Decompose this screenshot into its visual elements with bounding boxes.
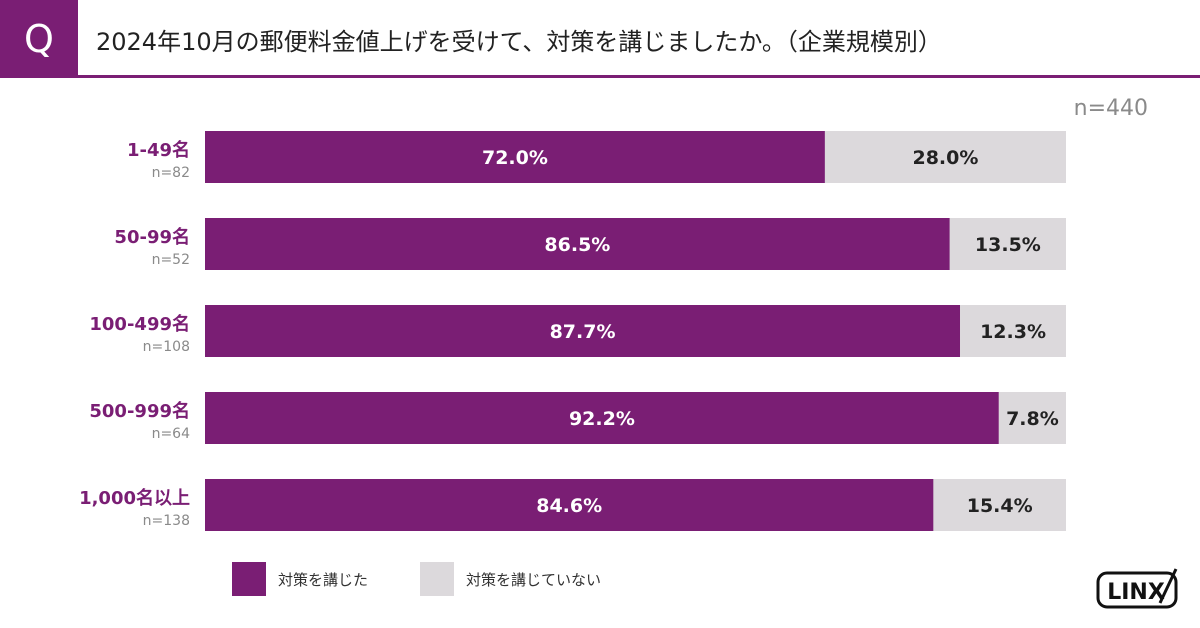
bar-no-measures bbox=[933, 479, 1066, 531]
data-label-took-measures: 92.2% bbox=[569, 408, 635, 430]
data-label-no-measures: 15.4% bbox=[967, 495, 1033, 517]
category-label: 100-499名 bbox=[89, 313, 190, 335]
bar-no-measures bbox=[998, 392, 1066, 444]
legend-label-took-measures: 対策を講じた bbox=[278, 570, 369, 589]
bar-took-measures bbox=[205, 305, 961, 357]
legend-label-no-measures: 対策を講じていない bbox=[466, 570, 602, 589]
bar-took-measures bbox=[205, 479, 934, 531]
data-label-no-measures: 12.3% bbox=[980, 321, 1046, 343]
category-label: 1,000名以上 bbox=[79, 487, 190, 509]
category-sample-size: n=82 bbox=[152, 165, 190, 181]
data-label-no-measures: 7.8% bbox=[1006, 408, 1059, 430]
page-title: 2024年10月の郵便料金値上げを受けて、対策を講じましたか。（企業規模別） bbox=[96, 27, 942, 56]
data-label-took-measures: 72.0% bbox=[482, 147, 548, 169]
bar-no-measures bbox=[824, 131, 1066, 183]
category-label: 1-49名 bbox=[127, 139, 190, 161]
category-sample-size: n=64 bbox=[152, 426, 191, 442]
question-badge: Q bbox=[0, 0, 78, 78]
data-label-no-measures: 28.0% bbox=[912, 147, 978, 169]
legend-item-took-measures: 対策を講じた bbox=[232, 562, 368, 596]
header: Q 2024年10月の郵便料金値上げを受けて、対策を講じましたか。（企業規模別） bbox=[0, 0, 1200, 78]
category-label: 500-999名 bbox=[89, 400, 190, 422]
data-label-took-measures: 84.6% bbox=[536, 495, 602, 517]
category-sample-size: n=52 bbox=[152, 252, 190, 268]
data-label-took-measures: 86.5% bbox=[544, 234, 610, 256]
logo-text: LINX bbox=[1107, 580, 1165, 605]
bar-took-measures bbox=[205, 392, 999, 444]
bar-took-measures bbox=[205, 218, 950, 270]
linx-logo: LINX bbox=[1096, 568, 1178, 609]
category-sample-size: n=138 bbox=[143, 513, 190, 529]
category-label: 50-99名 bbox=[114, 226, 190, 248]
category-sample-size: n=108 bbox=[143, 339, 190, 355]
legend-swatch-took-measures bbox=[232, 562, 266, 596]
bar-no-measures bbox=[949, 218, 1066, 270]
data-label-no-measures: 13.5% bbox=[975, 234, 1041, 256]
total-sample-size: n=440 bbox=[1073, 96, 1148, 121]
bar-took-measures bbox=[205, 131, 825, 183]
chart-legend: 対策を講じた 対策を講じていない bbox=[232, 562, 653, 596]
legend-item-no-measures: 対策を講じていない bbox=[420, 562, 601, 596]
legend-swatch-no-measures bbox=[420, 562, 455, 596]
bar-no-measures bbox=[960, 305, 1066, 357]
data-label-took-measures: 87.7% bbox=[550, 321, 616, 343]
